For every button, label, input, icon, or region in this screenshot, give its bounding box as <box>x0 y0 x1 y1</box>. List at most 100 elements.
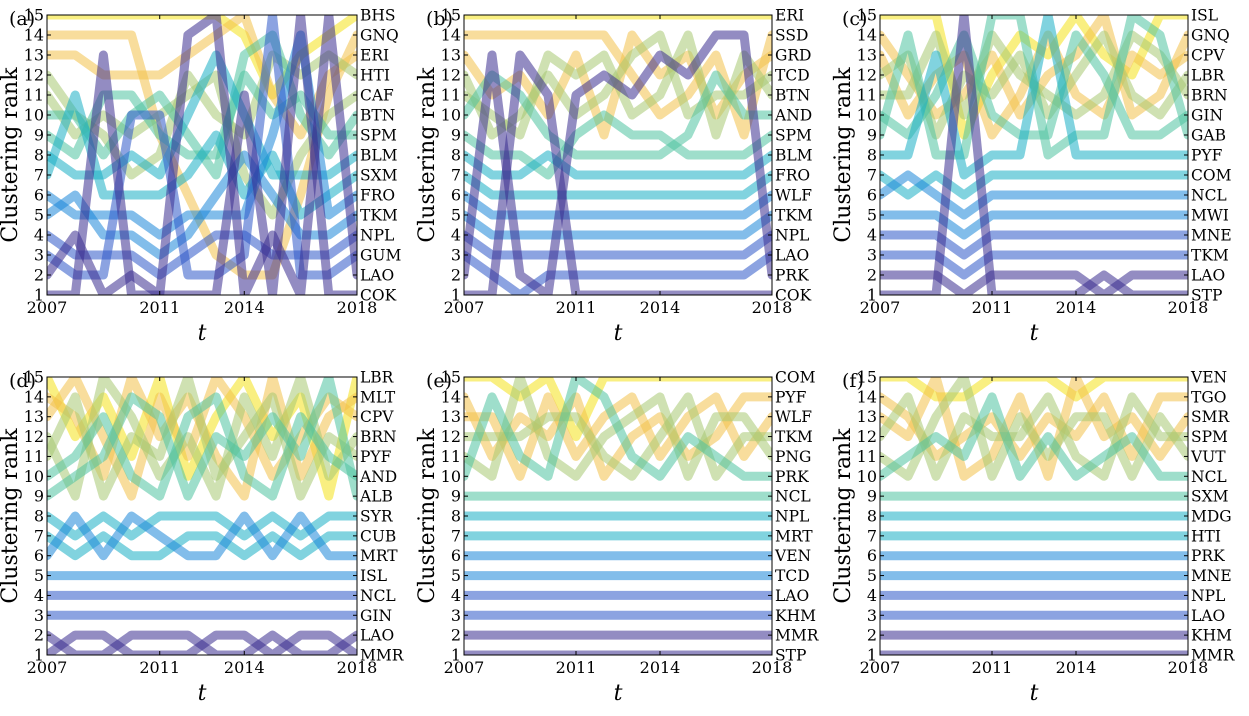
y-tick-label: 1 <box>451 286 461 305</box>
country-label: BTN <box>775 87 810 105</box>
x-axis-label: t <box>614 321 623 346</box>
y-tick-label: 15 <box>441 368 461 387</box>
y-tick-label: 3 <box>867 246 877 265</box>
panel-label: (e) <box>426 370 452 392</box>
y-tick-label: 6 <box>451 546 461 565</box>
country-label: VEN <box>774 547 811 565</box>
x-tick-label: 2014 <box>224 658 265 677</box>
country-label: NCL <box>1191 187 1227 205</box>
y-tick-label: 7 <box>867 526 877 545</box>
country-label: COK <box>360 287 397 305</box>
country-label: MMR <box>360 647 405 665</box>
country-label: MNE <box>1191 567 1232 585</box>
country-label: BTN <box>360 107 395 125</box>
series-line <box>880 15 1188 180</box>
y-tick-label: 12 <box>24 66 44 85</box>
panel-label: (a) <box>9 8 35 30</box>
country-label: MLT <box>360 388 396 406</box>
x-tick-label: 2014 <box>1056 298 1097 317</box>
x-tick-label: 2007 <box>27 298 68 317</box>
country-label: MMR <box>775 627 820 645</box>
y-tick-label: 6 <box>34 186 44 205</box>
series-line <box>464 30 772 295</box>
y-tick-label: 4 <box>34 586 44 605</box>
y-tick-label: 3 <box>451 246 461 265</box>
series-line <box>464 392 772 481</box>
country-label: MDG <box>1191 508 1232 526</box>
y-tick-label: 3 <box>34 606 44 625</box>
x-tick-label: 2007 <box>860 298 901 317</box>
y-tick-label: 15 <box>24 368 44 387</box>
series-line <box>464 250 772 295</box>
y-tick-label: 5 <box>867 566 877 585</box>
country-label: KHM <box>775 607 816 625</box>
series-group <box>47 377 357 655</box>
country-label: LAO <box>1191 607 1225 625</box>
y-tick-label: 2 <box>451 626 461 645</box>
country-label: COM <box>775 369 816 387</box>
y-tick-label: 2 <box>867 626 877 645</box>
panel-label: (d) <box>9 370 36 392</box>
y-tick-label: 9 <box>867 487 877 506</box>
y-tick-label: 1 <box>34 286 44 305</box>
panel-label: (f) <box>842 370 864 392</box>
y-tick-label: 8 <box>867 507 877 526</box>
y-tick-label: 10 <box>857 106 877 125</box>
country-label: NCL <box>775 488 811 506</box>
x-axis-label: t <box>198 681 207 706</box>
series-line <box>464 110 772 180</box>
country-label: SPM <box>775 127 812 145</box>
x-tick-label: 2011 <box>556 658 597 677</box>
country-label: PYF <box>360 448 392 466</box>
country-label: LAO <box>360 267 394 285</box>
y-tick-label: 2 <box>34 266 44 285</box>
panel-label: (b) <box>426 8 453 30</box>
series-line <box>47 511 357 561</box>
y-tick-label: 14 <box>24 26 44 45</box>
y-tick-label: 4 <box>451 226 461 245</box>
country-label: ALB <box>359 488 393 506</box>
y-axis-label: Clustering rank <box>415 67 440 243</box>
country-label: VUT <box>1190 448 1226 466</box>
country-label: NPL <box>775 508 809 526</box>
country-label: GIN <box>1191 107 1223 125</box>
series-line <box>47 377 357 501</box>
series-line <box>880 377 1188 481</box>
x-tick-label: 2014 <box>1056 658 1097 677</box>
y-tick-label: 7 <box>34 166 44 185</box>
country-label: MMR <box>1191 647 1236 665</box>
country-label: WLF <box>775 408 812 426</box>
series-line <box>47 511 357 541</box>
country-label: GRD <box>775 47 811 65</box>
y-tick-label: 15 <box>857 368 877 387</box>
y-tick-label: 8 <box>34 507 44 526</box>
series-line <box>880 392 1188 481</box>
y-tick-label: 9 <box>451 487 461 506</box>
x-tick-label: 2014 <box>640 658 681 677</box>
y-tick-label: 4 <box>34 226 44 245</box>
country-label: ERI <box>360 47 389 65</box>
country-label: TKM <box>775 207 813 225</box>
series-line <box>47 531 357 561</box>
y-tick-label: 1 <box>34 646 44 665</box>
y-tick-label: 13 <box>857 407 877 426</box>
y-tick-label: 11 <box>441 86 461 105</box>
series-line <box>47 15 357 295</box>
series-group <box>880 15 1188 295</box>
panel-label: (c) <box>842 8 867 30</box>
y-tick-label: 10 <box>24 467 44 486</box>
series-line <box>880 270 1188 295</box>
x-tick-label: 2018 <box>1168 298 1209 317</box>
series-line <box>880 210 1188 240</box>
series-line <box>47 392 357 501</box>
y-tick-label: 9 <box>34 126 44 145</box>
y-tick-label: 14 <box>857 387 877 406</box>
y-tick-label: 13 <box>24 407 44 426</box>
y-tick-label: 13 <box>441 46 461 65</box>
country-label: LBR <box>360 369 395 387</box>
country-label: TGO <box>1191 388 1226 406</box>
y-tick-label: 9 <box>34 487 44 506</box>
country-label: NPL <box>775 227 809 245</box>
